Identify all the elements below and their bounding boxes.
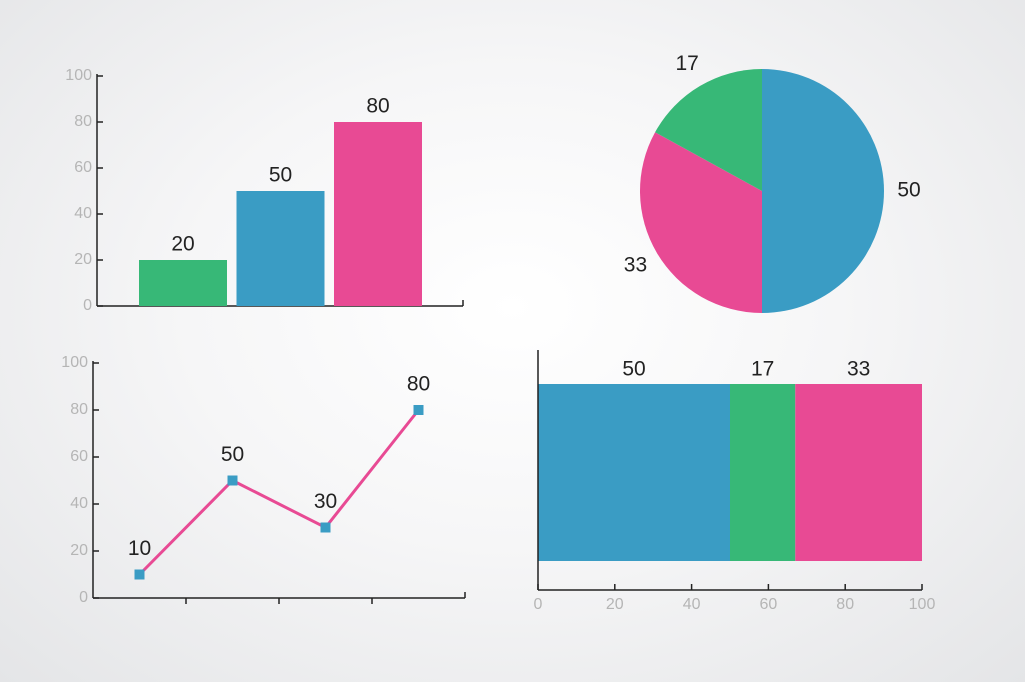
data-label: 20	[171, 233, 194, 256]
bar-segment	[538, 384, 730, 561]
data-label: 30	[314, 490, 337, 513]
y-tick-label: 20	[70, 542, 88, 559]
data-label: 50	[897, 179, 920, 202]
y-tick-label: 40	[70, 495, 88, 512]
data-label: 50	[221, 443, 244, 466]
bar	[139, 260, 227, 306]
marker	[320, 522, 331, 533]
x-tick-label: 0	[534, 596, 543, 613]
data-label: 10	[128, 537, 151, 560]
marker	[134, 569, 145, 580]
y-tick-label: 0	[83, 297, 92, 314]
bar	[334, 122, 422, 306]
line	[138, 409, 420, 576]
y-tick-label: 60	[74, 159, 92, 176]
y-tick-label: 80	[74, 113, 92, 130]
data-label: 33	[624, 253, 647, 276]
marker	[227, 475, 238, 486]
marker	[413, 405, 424, 415]
data-label: 80	[407, 373, 430, 396]
x-tick-label: 20	[606, 596, 624, 613]
x-tick-label: 40	[683, 596, 701, 613]
y-tick-label: 20	[74, 251, 92, 268]
data-label: 17	[751, 358, 774, 381]
data-label: 80	[366, 95, 389, 118]
data-label: 17	[675, 52, 698, 75]
pie-slice	[640, 132, 762, 313]
y-tick-label: 0	[79, 589, 88, 606]
data-label: 50	[269, 164, 292, 187]
bar-segment	[730, 384, 796, 561]
x-tick-label: 60	[760, 596, 778, 613]
y-tick-label: 100	[65, 67, 92, 84]
pie-slice	[655, 69, 762, 191]
x-tick-label: 80	[836, 596, 854, 613]
bar	[236, 191, 325, 306]
data-label: 33	[847, 358, 870, 381]
y-tick-label: 80	[70, 401, 88, 418]
x-tick-label: 100	[909, 596, 936, 613]
bar-segment	[795, 384, 922, 561]
data-label: 50	[622, 358, 645, 381]
pie-slice	[762, 69, 884, 313]
y-tick-label: 60	[70, 448, 88, 465]
y-tick-label: 100	[61, 354, 88, 371]
y-tick-label: 40	[74, 205, 92, 222]
